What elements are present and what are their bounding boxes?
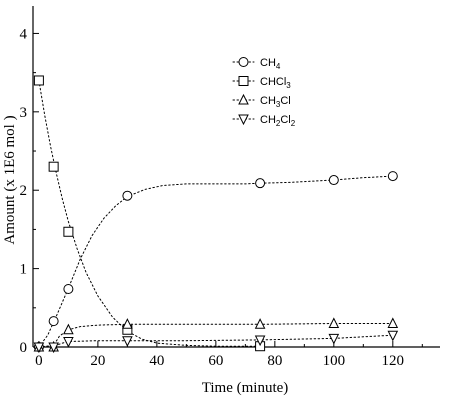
data-point-1-1: [48, 161, 59, 172]
data-point-1-0: [33, 75, 44, 86]
data-point-0-1: [48, 316, 59, 327]
data-point-0-3: [122, 190, 133, 201]
legend-marker-0: [238, 57, 249, 67]
x-tick-label: 40: [149, 353, 164, 369]
series-curve-0: [38, 175, 394, 348]
data-point-3-4: [254, 335, 266, 347]
series-markers: [33, 75, 399, 354]
data-point-3-3: [122, 336, 133, 347]
data-point-3-6: [387, 330, 399, 342]
data-point-2-2: [63, 323, 74, 335]
x-tick-label: 100: [323, 353, 346, 369]
data-point-2-6: [387, 317, 399, 328]
data-point-2-3: [122, 318, 133, 329]
x-tick-label: 0: [35, 353, 43, 369]
data-point-0-5: [328, 175, 339, 186]
series-curve-1: [38, 80, 261, 347]
data-point-0-6: [387, 171, 398, 182]
y-tick-label: 3: [20, 105, 28, 121]
data-point-3-0: [33, 342, 45, 354]
series-curves: [38, 80, 394, 348]
y-tick-label: 2: [20, 183, 28, 199]
data-point-3-5: [328, 333, 340, 345]
x-tick-label: 120: [382, 353, 405, 369]
x-tick-label: 60: [208, 353, 223, 369]
legend-marker-3: [238, 114, 249, 126]
axes: 0 20 40 60 80 100 120 0 1 2 3 4: [20, 6, 440, 369]
legend-label-3: CH2Cl2: [260, 114, 296, 128]
y-tick-label: 1: [20, 262, 28, 278]
legend-marker-1: [238, 76, 249, 86]
data-point-0-4: [255, 178, 266, 189]
data-point-0-2: [63, 283, 74, 294]
x-tick-label: 20: [90, 353, 105, 369]
y-axis-title: Amount (x 1E6 mol ): [2, 115, 18, 244]
data-point-3-2: [63, 337, 74, 348]
data-point-3-1: [48, 342, 59, 354]
legend-label-0: CH4: [260, 57, 281, 71]
x-tick-label: 80: [267, 353, 282, 369]
data-point-1-2: [63, 226, 74, 237]
legend: CH4 CHCl3 CH3Cl CH2Cl2: [232, 57, 296, 128]
y-tick-label: 0: [20, 340, 28, 356]
legend-label-1: CHCl3: [260, 76, 291, 90]
data-point-2-5: [328, 317, 340, 328]
y-tick-label: 4: [20, 26, 28, 42]
data-point-2-4: [254, 318, 266, 329]
legend-marker-2: [238, 93, 249, 105]
legend-label-2: CH3Cl: [260, 95, 291, 109]
x-axis-title: Time (minute): [202, 380, 289, 396]
series-curve-2: [38, 323, 394, 348]
